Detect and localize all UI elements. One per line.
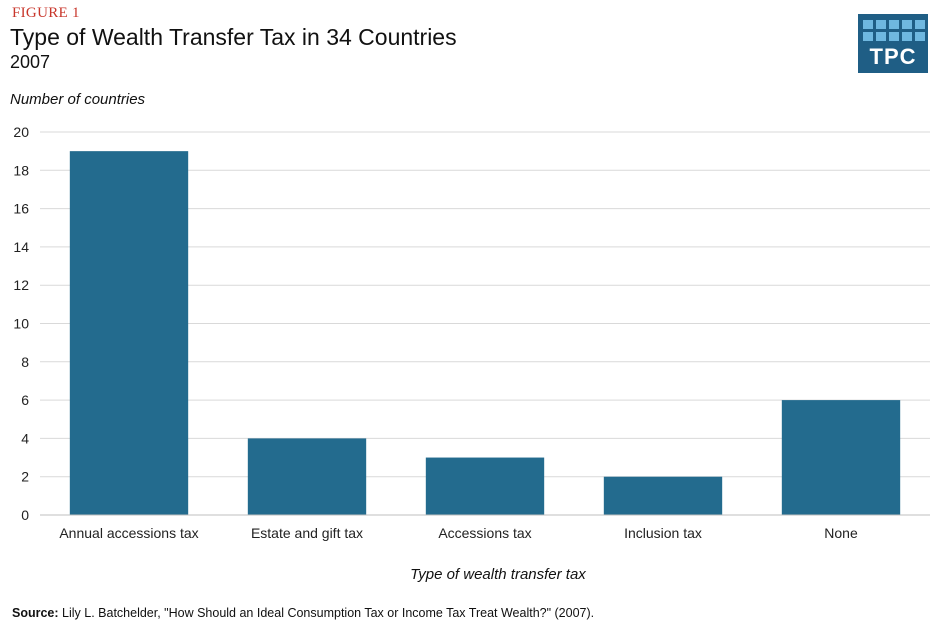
logo-square (915, 20, 925, 29)
x-category-label: Estate and gift tax (251, 525, 363, 541)
y-tick-label: 12 (13, 277, 29, 293)
bar (603, 476, 723, 515)
y-tick-label: 8 (21, 354, 29, 370)
x-axis-label: Type of wealth transfer tax (410, 566, 586, 583)
logo-square (902, 32, 912, 41)
bar (781, 400, 901, 515)
source-text: Lily L. Batchelder, "How Should an Ideal… (62, 606, 595, 620)
x-category-label: None (824, 525, 858, 541)
logo-square (876, 32, 886, 41)
y-tick-label: 0 (21, 507, 29, 523)
logo-square (889, 20, 899, 29)
y-tick-label: 20 (13, 124, 29, 140)
y-tick-label: 4 (21, 430, 29, 446)
bar (69, 151, 189, 515)
y-tick-label: 16 (13, 201, 29, 217)
x-category-label: Accessions tax (438, 525, 531, 541)
logo-square (863, 20, 873, 29)
x-category-label: Annual accessions tax (59, 525, 198, 541)
y-tick-label: 6 (21, 392, 29, 408)
y-tick-label: 2 (21, 469, 29, 485)
logo-square (915, 32, 925, 41)
source-note: Source: Lily L. Batchelder, "How Should … (12, 606, 594, 620)
bar (425, 457, 545, 515)
bar (247, 438, 367, 515)
y-tick-label: 14 (13, 239, 29, 255)
y-tick-label: 10 (13, 316, 29, 332)
logo-square (902, 20, 912, 29)
source-label: Source: (12, 606, 59, 620)
x-category-label: Inclusion tax (624, 525, 702, 541)
tpc-logo: TPC (858, 14, 928, 73)
chart-subtitle: 2007 (10, 52, 51, 72)
figure-label: FIGURE 1 (12, 5, 80, 21)
chart-title: Type of Wealth Transfer Tax in 34 Countr… (10, 24, 457, 50)
y-axis-label: Number of countries (10, 91, 146, 108)
logo-text: TPC (869, 44, 917, 69)
logo-square (863, 32, 873, 41)
logo-square (889, 32, 899, 41)
y-tick-label: 18 (13, 162, 29, 178)
logo-square (876, 20, 886, 29)
